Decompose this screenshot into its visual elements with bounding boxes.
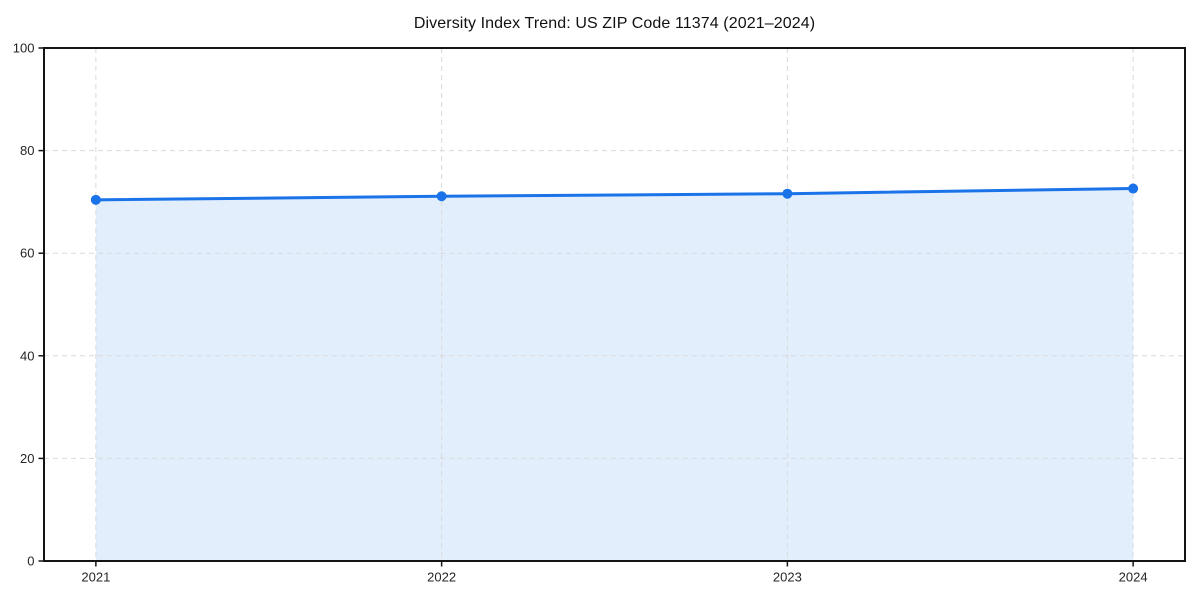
data-point [1128,183,1139,194]
data-point [90,194,101,205]
y-tick-label: 0 [27,554,34,569]
axes-border [43,47,1186,562]
y-tick-label: 40 [20,348,34,363]
x-tick-label: 2021 [81,570,110,585]
y-tick-label: 60 [20,246,34,261]
x-tick-label: 2022 [427,570,456,585]
y-tick-label: 20 [20,451,34,466]
chart-title: Diversity Index Trend: US ZIP Code 11374… [413,15,816,32]
y-tick-label: 100 [13,41,35,56]
x-tick-label: 2024 [1119,570,1148,585]
y-tick-label: 80 [20,143,34,158]
trend-line [94,187,1135,202]
data-point [436,191,447,202]
area-fill [95,188,1134,561]
x-tick-label: 2023 [773,570,802,585]
data-point [782,188,793,199]
